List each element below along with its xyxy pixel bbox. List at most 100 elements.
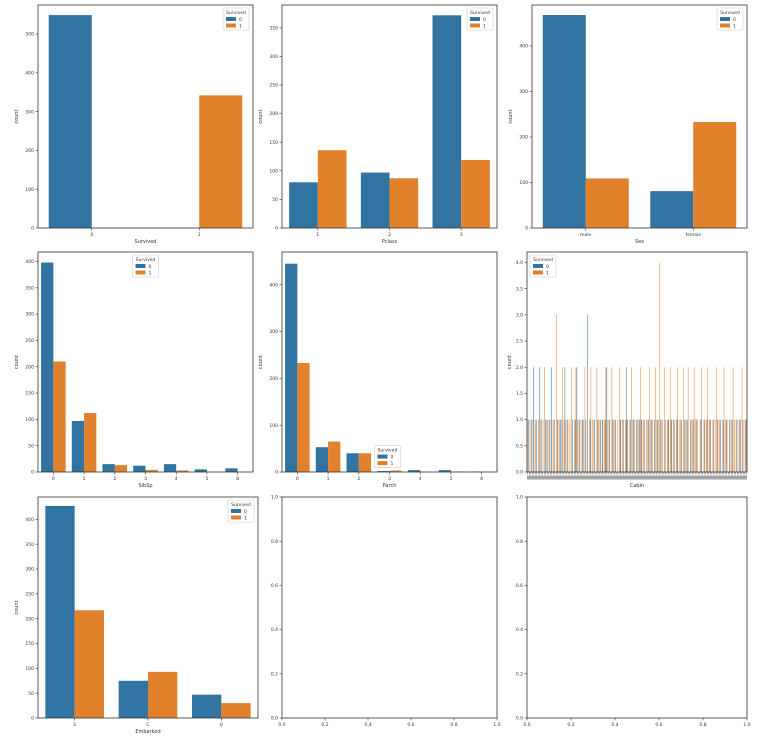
bar-cabin-38-survived-1: [584, 367, 586, 472]
y-tick-label: 100: [25, 666, 34, 672]
bar-sibsp-0-survived-0: [41, 262, 54, 472]
y-tick-label: 2.5: [516, 339, 523, 345]
bar-cabin-30-survived-0: [572, 419, 573, 472]
bar-sex-female-survived-0: [650, 191, 694, 228]
bar-cabin-126-survived-1: [716, 367, 717, 472]
bar-cabin-78-survived-0: [643, 419, 645, 472]
bar-cabin-16-survived-0: [551, 367, 552, 472]
bar-cabin-66-survived-1: [626, 419, 628, 472]
bar-sibsp-3-survived-0: [133, 465, 146, 472]
y-tick-label: 50: [28, 691, 34, 697]
bar-cabin-132-survived-1: [725, 419, 726, 472]
bar-cabin-42-survived-0: [590, 419, 591, 472]
bar-cabin-116-survived-0: [700, 419, 702, 472]
bar-cabin-125-survived-1: [714, 419, 716, 472]
bar-cabin-83-survived-0: [651, 419, 652, 472]
bar-cabin-133-survived-0: [726, 419, 727, 472]
bar-cabin-81-survived-1: [648, 367, 650, 472]
y-tick-label: 400: [269, 282, 278, 288]
bar-cabin-136-survived-1: [731, 419, 732, 472]
x-tick-label: 0.6: [407, 722, 414, 728]
bar-sibsp-4-survived-0: [163, 464, 177, 472]
axes-frame: [281, 251, 498, 473]
bar-cabin-131-survived-1: [723, 367, 725, 472]
bars: [45, 505, 251, 718]
y-tick-label: 0.6: [271, 583, 278, 589]
bar-cabin-115-survived-1: [699, 419, 701, 472]
subplot-embarked: 0 50 100 150 200 250 300 350 400 S C Q Embarked count…: [14, 496, 259, 735]
bar-cabin-69-survived-0: [630, 419, 632, 472]
bar-cabin-113-survived-1: [696, 419, 698, 472]
bar-parch-3-survived-0: [377, 471, 390, 472]
x-tick-label: 8: [236, 476, 239, 482]
y-tick-label: 300: [269, 329, 278, 335]
bar-cabin-143-survived-1: [741, 367, 743, 472]
bar-cabin-85-survived-0: [654, 419, 655, 472]
empty-subplot-7: 0.00.0 0.2 0.2 0.4 0.4 0.6 0.6 0.8 0.8 1.0 1.0: [271, 495, 501, 728]
bar-cabin-107-survived-0: [687, 419, 688, 472]
bar-cabin-41-survived-1: [589, 419, 590, 472]
x-tick-label: 0.8: [450, 722, 457, 728]
bar-cabin-95-survived-1: [669, 367, 671, 472]
bar-parch-0-survived-0: [285, 263, 298, 472]
bar-cabin-139-survived-1: [735, 419, 737, 472]
y-tick-label: 100: [269, 168, 278, 174]
bar-cabin-119-survived-1: [705, 419, 707, 472]
x-tick-label: 4: [419, 476, 422, 482]
bar-cabin-102-survived-1: [680, 419, 682, 472]
bar-cabin-73-survived-1: [637, 419, 638, 472]
bar-cabin-62-survived-1: [620, 419, 622, 472]
y-tick-label: 100: [25, 417, 34, 423]
legend-title: Survived: [720, 10, 740, 16]
bar-cabin-21-survived-1: [559, 419, 560, 472]
y-tick-label: 150: [269, 140, 278, 146]
y-tick-label: 400: [25, 517, 34, 523]
bar-sibsp-1-survived-1: [84, 413, 97, 472]
bar-cabin-135-survived-0: [729, 419, 730, 472]
x-tick-label: 1: [316, 232, 319, 238]
bar-cabin-15-survived-0: [549, 419, 551, 472]
x-tick-label: 1: [83, 476, 86, 482]
bar-cabin-99-survived-1: [675, 419, 677, 472]
bar-cabin-97-survived-1: [672, 419, 674, 472]
x-tick-label: 0.0: [523, 722, 530, 728]
legend-title: Survived: [378, 448, 398, 454]
bar-cabin-93-survived-1: [666, 419, 668, 472]
legend-title: Survived: [226, 10, 246, 16]
bar-cabin-133-survived-1: [726, 419, 728, 472]
bar-cabin-116-survived-1: [701, 367, 702, 472]
bar-cabin-18-survived-0: [554, 419, 555, 472]
bar-pclass-1-survived-0: [289, 182, 318, 228]
x-tick-label: 5: [205, 476, 208, 482]
y-tick-label: 0.0: [516, 716, 523, 722]
bar-cabin-98-survived-0: [673, 419, 675, 472]
bar-cabin-31-survived-1: [574, 419, 575, 472]
bar-cabin-70-survived-1: [632, 419, 634, 472]
bar-cabin-14-survived-1: [548, 419, 550, 472]
x-tick-label: 2: [388, 232, 391, 238]
bar-cabin-77-survived-1: [642, 419, 644, 472]
bar-cabin-79-survived-1: [645, 419, 647, 472]
x-axis-label: Embarked: [135, 729, 160, 735]
y-axis-label: count: [508, 109, 514, 123]
legend-swatch-0: [231, 509, 241, 513]
bar-cabin-43-survived-1: [592, 419, 593, 472]
bar-cabin-20-survived-0: [557, 419, 558, 472]
bar-cabin-46-survived-1: [596, 367, 598, 472]
bar-cabin-124-survived-0: [712, 419, 714, 472]
bar-cabin-122-survived-0: [709, 419, 711, 472]
x-tick-label: 1.0: [493, 722, 500, 728]
bar-cabin-23-survived-1: [562, 367, 563, 472]
empty-subplot-8: 0.00.0 0.2 0.2 0.4 0.4 0.6 0.6 0.8 0.8 1.0 1.0: [516, 495, 751, 728]
bar-cabin-105-survived-0: [684, 419, 685, 472]
y-tick-label: 250: [25, 591, 34, 597]
y-tick-label: 0.0: [516, 470, 523, 476]
y-tick-label: 0: [275, 226, 278, 232]
bar-cabin-96-survived-0: [670, 419, 672, 472]
